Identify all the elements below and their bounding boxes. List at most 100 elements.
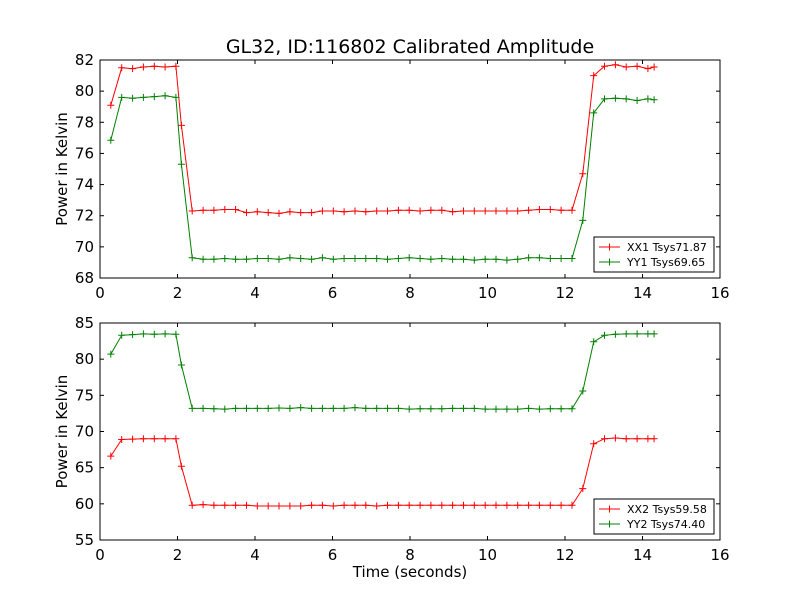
p2-series-1-point [568,501,576,509]
p2-series-2-point [129,331,137,339]
p2-series-1-point [107,452,115,460]
p1-series-2-point [449,255,457,263]
p2-series-1-point [633,435,641,443]
p1-series-2-point [460,255,467,263]
p1-series-2-point [546,255,554,262]
p1-series-2-point [177,160,185,168]
p1-ylabel: Power in Kelvin [53,112,71,226]
p2-series-1-point [622,435,630,443]
p2-series-2-point [318,404,326,412]
p1-series-2-point [633,97,641,104]
p1-series-1-point [514,207,522,215]
p2-legend-frame [593,498,715,535]
p1-series-2-point [650,96,658,104]
p2-legend-entry-2: YY2 Tsys74.40 [599,518,705,531]
p1-series-2-point [118,93,126,101]
p1-series-1-point [150,62,158,70]
p2-series-2-point [427,405,435,413]
p2-xlabel: Time (seconds) [352,563,468,581]
p1-series-2-point [579,216,587,224]
p1-ytick-label: 82 [75,51,94,69]
p2-series-1-point [481,501,489,509]
p2-series-2-point [340,404,348,412]
p1-series-1-point [139,63,147,71]
p2-series-1-point [394,501,402,509]
p2-series-1-point [264,502,272,510]
p1-ytick-label: 78 [75,113,94,131]
p1-series-1-point [253,208,261,216]
p1-series-2-point [329,255,337,263]
p2-series-1-line [110,437,655,507]
p2-series-2-point [351,404,359,412]
p1-legend-label: XX1 Tsys71.87 [627,241,707,254]
p1-legend-entry-2: YY1 Tsys69.65 [599,256,705,269]
p1-series-1-point [405,206,413,214]
p1-ytick-label: 74 [75,176,94,194]
p2-xtick-label: 6 [328,546,338,564]
p1-series-1-point [373,207,381,215]
p1-series-1-point [297,209,305,217]
p1-xtick-label: 10 [478,284,497,302]
p2-series-2-point [275,404,283,412]
p1-series-2-point [161,92,169,100]
p2-series-1-point [611,434,619,442]
p1-series-2-point [129,94,137,102]
p2-series-2-point [150,330,158,338]
p2-series-1-point [644,435,652,443]
p2-series-2-point [107,350,115,358]
p1-legend-entry-1: XX1 Tsys71.87 [599,241,707,254]
p2-series-2-point [264,404,272,412]
p2-series-1-point [373,502,381,510]
p1-series-2-point [150,93,158,101]
p2-legend-entry-1: XX2 Tsys59.58 [599,503,707,516]
p1-series-1-point [492,207,500,215]
p1-series-2-point [394,255,402,262]
p1-series-2-point [199,255,207,263]
p1-series-2-point [297,255,305,262]
p2-series-1-point [232,501,240,509]
p1-series-1-point [172,62,180,70]
p1-series-1-point [394,206,402,214]
p1-series-2-point [340,255,348,262]
p2-xtick-label: 4 [250,546,260,564]
p1-series-1-point [177,121,185,129]
p2-series-1-point [286,502,294,510]
p1-series-1-line [110,64,655,214]
p1-series-2-point [611,94,619,102]
p1-series-2-point [438,255,446,262]
p2-legend-marker [606,520,613,528]
p1-series-1-point [275,209,283,217]
p1-series-2-line [110,95,655,261]
p1-series-1-point [546,206,554,213]
p2-series-1-point [650,435,658,443]
p2-series-1-point [351,501,359,509]
p2-series-1 [107,434,658,510]
p2-series-1-point [525,501,533,509]
p2-series-2 [107,330,658,413]
p2-ytick-label: 55 [75,531,94,549]
p1-series-1-point [308,209,316,217]
p1-legend-marker [606,243,613,251]
p1-series-2-point [188,254,196,262]
p1-series-2-point [416,255,424,262]
p1-series-2-point [318,254,326,262]
p1-xtick-label: 8 [405,284,415,302]
p2-series-2-point [650,330,658,338]
p2-series-1-point [275,502,283,510]
p1-series-1-point [535,206,543,213]
p1-series-1-point [329,207,337,215]
p2-series-2-point [481,405,489,413]
p1-xtick-label: 16 [710,284,729,302]
p1-series-1-point [210,206,218,214]
p2-series-1-point [427,501,435,509]
p1-series-1-point [568,206,576,214]
p1-series-1-point [601,62,608,70]
p1-series-2-point [275,255,283,263]
p2-series-1-point [210,501,218,509]
p2-series-2-point [460,404,467,412]
p2-series-2-point [449,404,457,412]
p2-series-1-point [362,501,370,509]
p1-xtick-label: 14 [633,284,652,302]
p2-series-1-point [416,501,424,509]
